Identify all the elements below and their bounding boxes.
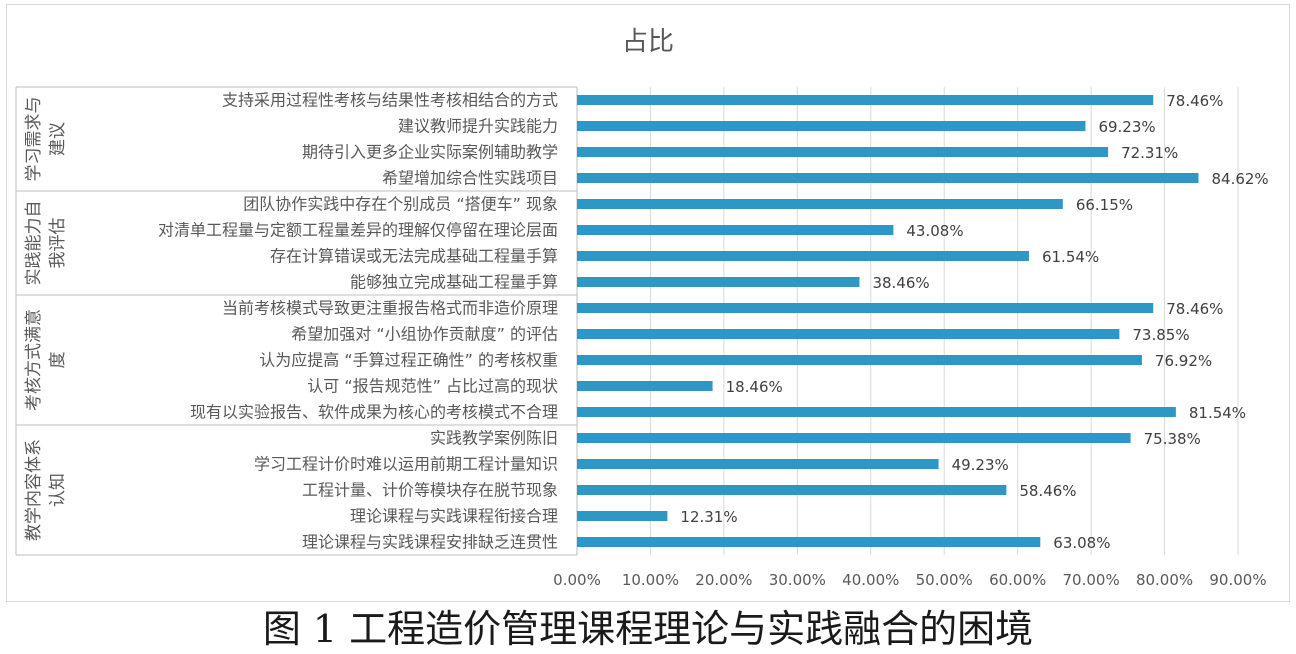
- category-label: 认可 “报告规范性” 占比过高的现状: [307, 377, 558, 396]
- bar: [577, 95, 1154, 105]
- x-tick-label: 60.00%: [989, 571, 1046, 589]
- data-label: 78.46%: [1166, 92, 1223, 110]
- figure-caption: 图 1 工程造价管理课程理论与实践融合的困境: [262, 607, 1034, 651]
- category-label: 能够独立完成基础工程量手算: [350, 273, 558, 292]
- group-label: 建议: [48, 122, 68, 156]
- group-label: 实践能力自: [24, 201, 44, 286]
- group-label: 我评估: [48, 218, 68, 269]
- data-label: 63.08%: [1053, 534, 1110, 552]
- bars: 78.46% 69.23% 72.31% 84.62% 66.15% 43.08% 61.5…: [577, 92, 1269, 552]
- group-label: 学习需求与: [24, 97, 44, 182]
- bar: [577, 173, 1199, 183]
- category-label: 团队协作实践中存在个别成员 “搭便车” 现象: [243, 195, 558, 214]
- bar: [577, 537, 1041, 547]
- category-label: 对清单工程量与定额工程量差异的理解仅停留在理论层面: [158, 221, 558, 240]
- bar-chart: 占比 学习需求与 建议 支持采用过程性考核与结果性考核相结合的方式建议教师提升实践能…: [15, 27, 1269, 589]
- x-tick-label: 70.00%: [1063, 571, 1120, 589]
- x-tick-label: 30.00%: [769, 571, 826, 589]
- data-label: 78.46%: [1166, 300, 1223, 318]
- group-label: 考核方式满意: [24, 309, 44, 411]
- data-label: 69.23%: [1098, 118, 1155, 136]
- bar: [577, 225, 894, 235]
- bar: [577, 329, 1120, 339]
- bar: [577, 199, 1063, 209]
- gridlines: [15, 86, 1239, 556]
- category-label: 存在计算错误或无法完成基础工程量手算: [270, 247, 558, 266]
- group-label: 度: [48, 352, 68, 369]
- x-tick-label: 10.00%: [622, 571, 679, 589]
- data-label: 49.23%: [952, 456, 1009, 474]
- data-label: 58.46%: [1019, 482, 1076, 500]
- bar: [577, 381, 713, 391]
- category-label: 希望加强对 “小组协作贡献度” 的评估: [291, 325, 558, 344]
- category-label: 认为应提高 “手算过程正确性” 的考核权重: [259, 351, 558, 370]
- x-tick-label: 0.00%: [553, 571, 601, 589]
- data-label: 73.85%: [1132, 326, 1189, 344]
- bar: [577, 355, 1142, 365]
- data-label: 81.54%: [1189, 404, 1246, 422]
- x-axis-ticks: 0.00% 10.00% 20.00% 30.00% 40.00% 50.00% 60.00…: [553, 571, 1266, 589]
- data-label: 12.31%: [680, 508, 737, 526]
- category-label: 理论课程与实践课程衔接合理: [350, 507, 558, 526]
- bar: [577, 121, 1086, 131]
- category-label: 工程计量、计价等模块存在脱节现象: [302, 481, 558, 500]
- x-tick-label: 90.00%: [1209, 571, 1266, 589]
- data-label: 38.46%: [872, 274, 929, 292]
- data-label: 18.46%: [726, 378, 783, 396]
- category-label: 期待引入更多企业实际案例辅助教学: [302, 143, 558, 162]
- data-label: 66.15%: [1076, 196, 1133, 214]
- category-label: 建议教师提升实践能力: [398, 117, 558, 136]
- bar: [577, 459, 939, 469]
- chart-title: 占比: [622, 27, 674, 57]
- bar: [577, 433, 1131, 443]
- data-label: 76.92%: [1155, 352, 1212, 370]
- x-tick-label: 50.00%: [916, 571, 973, 589]
- category-groups: 学习需求与 建议 支持采用过程性考核与结果性考核相结合的方式建议教师提升实践能力期待…: [24, 91, 558, 552]
- bar: [577, 147, 1109, 157]
- group-label: 教学内容体系: [24, 439, 44, 541]
- data-label: 84.62%: [1211, 170, 1268, 188]
- category-label: 实践教学案例陈旧: [430, 429, 558, 448]
- group-label: 认知: [48, 473, 68, 507]
- category-label: 支持采用过程性考核与结果性考核相结合的方式: [222, 91, 558, 110]
- data-label: 43.08%: [906, 222, 963, 240]
- bar: [577, 511, 668, 521]
- category-label: 理论课程与实践课程安排缺乏连贯性: [302, 533, 558, 552]
- data-label: 75.38%: [1144, 430, 1201, 448]
- category-label: 希望增加综合性实践项目: [382, 169, 558, 188]
- bar: [577, 407, 1176, 417]
- bar: [577, 251, 1029, 261]
- data-label: 61.54%: [1042, 248, 1099, 266]
- x-tick-label: 20.00%: [695, 571, 752, 589]
- x-tick-label: 80.00%: [1136, 571, 1193, 589]
- bar: [577, 277, 860, 287]
- category-label: 现有以实验报告、软件成果为核心的考核模式不合理: [190, 403, 558, 422]
- bar: [577, 303, 1154, 313]
- x-tick-label: 40.00%: [842, 571, 899, 589]
- category-label: 学习工程计价时难以运用前期工程计量知识: [254, 455, 558, 474]
- data-label: 72.31%: [1121, 144, 1178, 162]
- category-label: 当前考核模式导致更注重报告格式而非造价原理: [222, 299, 558, 318]
- bar: [577, 485, 1007, 495]
